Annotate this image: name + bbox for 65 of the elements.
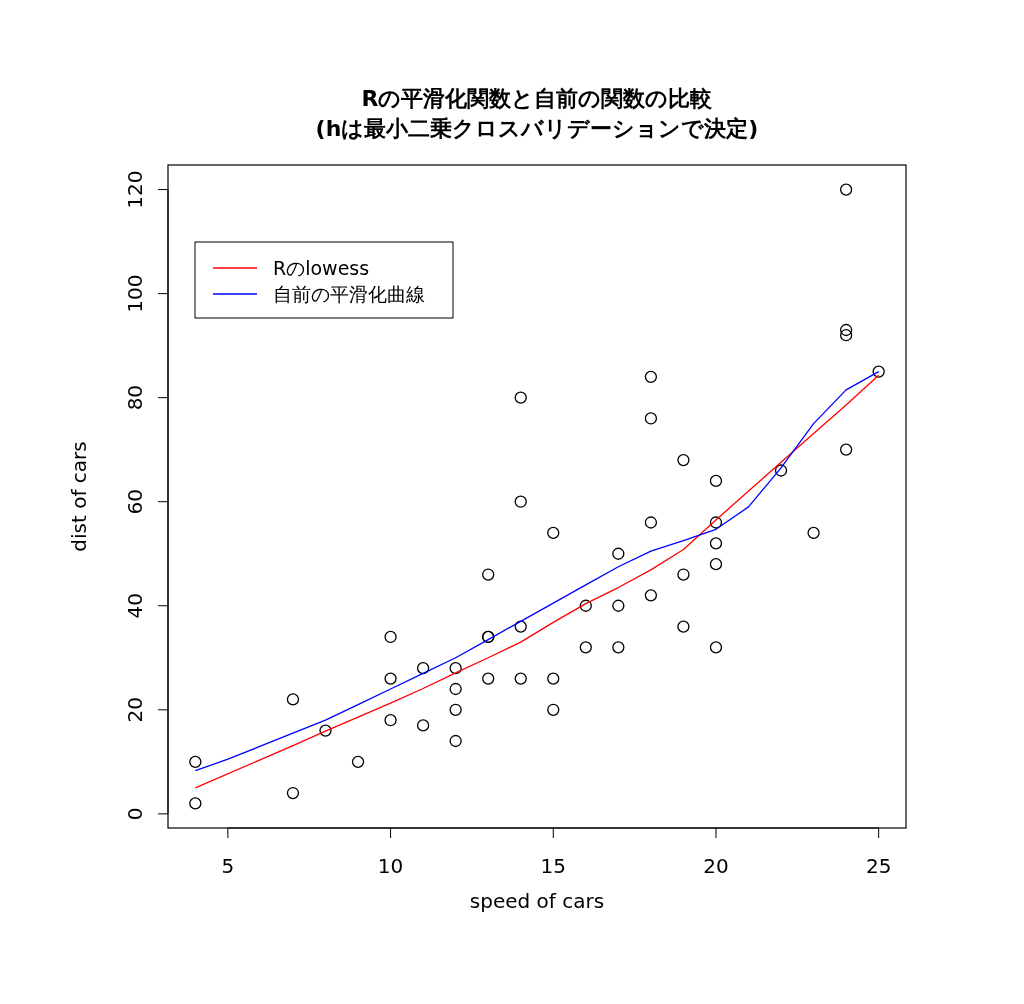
- point: [319, 724, 332, 737]
- point: [644, 589, 658, 602]
- y-tick-label: 120: [123, 170, 147, 209]
- x-tick-label: 5: [221, 854, 235, 878]
- point: [872, 365, 885, 378]
- point: [449, 703, 462, 716]
- point: [774, 464, 788, 477]
- x-tick-label: 25: [865, 854, 892, 878]
- point: [612, 547, 625, 560]
- x-axis-title: speed of cars: [469, 889, 605, 913]
- point: [644, 370, 658, 383]
- point: [612, 641, 625, 654]
- point: [709, 516, 723, 529]
- point: [677, 568, 690, 581]
- point: [416, 719, 430, 732]
- point: [709, 641, 723, 654]
- point: [612, 599, 625, 612]
- point: [514, 495, 527, 508]
- legend-label: 自前の平滑化曲線: [273, 283, 425, 305]
- point: [644, 412, 658, 425]
- point: [709, 474, 723, 488]
- y-axis-title: dist of cars: [67, 441, 91, 552]
- point: [709, 537, 723, 550]
- point: [384, 714, 397, 727]
- point: [189, 797, 202, 810]
- point: [449, 662, 462, 675]
- point: [286, 786, 300, 800]
- point: [709, 557, 723, 571]
- point: [839, 183, 853, 196]
- point: [579, 599, 592, 612]
- chart-title: Rの平滑化関数と自前の関数の比較 (hは最小二乗クロスバリデーションで決定): [315, 86, 759, 141]
- point: [514, 620, 527, 633]
- point: [677, 453, 690, 467]
- point: [482, 672, 495, 685]
- point: [839, 323, 853, 337]
- point: [449, 682, 462, 696]
- point: [514, 672, 527, 685]
- x-tick-label: 10: [377, 854, 404, 878]
- y-tick-label: 60: [123, 488, 147, 515]
- y-tick-label: 0: [123, 807, 147, 821]
- point: [384, 672, 397, 685]
- x-tick-label: 20: [703, 854, 729, 878]
- point: [189, 755, 202, 768]
- y-tick-label: 20: [123, 697, 147, 723]
- y-tick-label: 80: [123, 384, 147, 411]
- point: [807, 526, 820, 540]
- point: [449, 734, 462, 748]
- point: [547, 672, 560, 685]
- point: [384, 630, 397, 644]
- point: [839, 329, 853, 342]
- legend-label: Rのlowess: [273, 257, 370, 279]
- y-tick-label: 40: [123, 593, 147, 619]
- point: [286, 693, 300, 706]
- point: [579, 641, 592, 654]
- point: [482, 568, 495, 581]
- point: [416, 662, 430, 675]
- y-tick-label: 100: [123, 274, 147, 313]
- point: [644, 516, 658, 529]
- point: [677, 620, 690, 633]
- x-tick-label: 15: [540, 854, 566, 878]
- point: [514, 391, 527, 404]
- point: [547, 703, 560, 716]
- point: [351, 755, 365, 768]
- point: [839, 443, 853, 456]
- point: [547, 526, 560, 540]
